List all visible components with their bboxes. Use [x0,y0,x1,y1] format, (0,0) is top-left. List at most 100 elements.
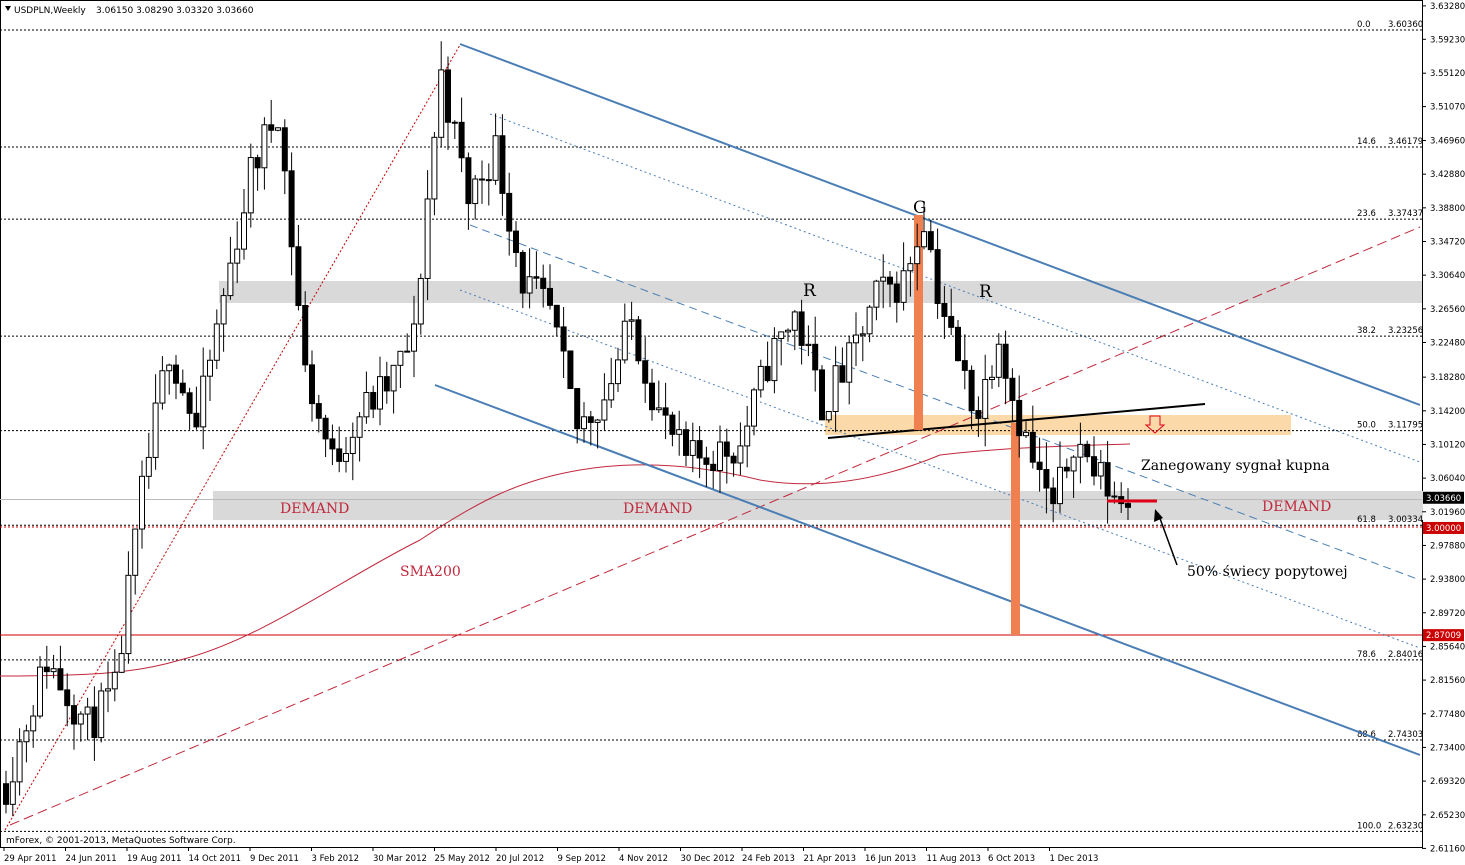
candle-body [1036,461,1043,471]
channel-mid-upper [489,113,1421,463]
demand-label-1: DEMAND [280,501,349,517]
x-tick-label: 9 Sep 2012 [558,854,606,864]
channel-mid-lower [459,289,1421,649]
candle-body [927,231,934,251]
sma200-line [0,443,1131,677]
symbol-label: USDPLN,Weekly [14,6,86,16]
candle-body [479,178,485,181]
candle-body [574,388,581,430]
fibo-level-label: 38.2 [1357,326,1376,336]
y-tick-label: 2.65230 [1430,811,1465,821]
candle-body [812,343,819,371]
candle-body [934,249,941,304]
candle-body [751,389,757,427]
candle-body [288,170,295,248]
price-marker-label: 3.00000 [1426,524,1461,534]
candle-body [200,375,207,428]
candle-body [717,441,723,471]
y-tick-label: 3.42880 [1430,170,1465,180]
candle-body [635,319,642,362]
candle-body [805,343,812,346]
long-trend-line [9,226,1421,826]
candle-body [302,304,309,366]
x-tick-label: 11 Aug 2013 [927,854,981,864]
demand-zone [213,491,1423,520]
candle-body [982,378,989,419]
candle-body [846,342,853,383]
candle-body [397,350,404,366]
candle-body [84,706,91,715]
candle-body [411,323,417,352]
candle-body [601,399,608,421]
fibo-price-label: 3.46179 [1388,137,1423,147]
y-tick-label: 3.14200 [1430,407,1465,417]
candle-body [1023,431,1029,437]
y-tick-label: 3.51070 [1430,103,1465,113]
candle-body [1016,399,1023,437]
candle-body [655,407,662,411]
fibo-level-label: 50.0 [1357,421,1376,431]
fibo-level-label: 61.8 [1357,515,1376,525]
candle-body [553,304,560,328]
x-tick-label: 4 Nov 2012 [619,854,668,864]
candle-body [696,440,703,459]
y-tick-label: 3.01960 [1430,508,1465,518]
candle-body [669,414,676,435]
candle-body [77,713,84,725]
candle-body [1002,343,1009,379]
candle-body [261,124,268,169]
candle-body [404,350,411,353]
channel-bottom [434,384,1421,756]
candle-body [431,136,438,200]
candle-body [465,157,472,205]
candle-body [1043,469,1050,489]
candle-body [91,706,98,739]
candle-body [1070,456,1077,472]
x-tick-label: 24 Feb 2013 [742,854,795,864]
candle-body [438,69,445,138]
price-marker-label: 2.87009 [1426,631,1461,641]
fibo-level-label: 23.6 [1357,209,1376,219]
y-tick-label: 2.97880 [1430,541,1465,551]
y-tick-label: 3.46960 [1430,137,1465,147]
candle-body [111,671,118,690]
candle-body [587,416,594,423]
candle-body [268,124,275,131]
candle-body [424,198,431,279]
candle-body [859,333,866,336]
x-tick-label: 29 Apr 2011 [4,854,57,864]
y-tick-label: 3.59230 [1430,35,1465,45]
candle-body [166,364,173,372]
y-tick-label: 2.69320 [1430,777,1465,787]
price-marker-box [1423,629,1464,642]
down-arrow-icon [1144,415,1166,434]
price-marker-label: 3.03660 [1426,494,1461,504]
candle-body [757,365,764,391]
candle-body [50,668,57,673]
y-tick-label: 2.93800 [1430,575,1465,585]
y-axis: 3.63280 3.59230 3.55120 3.51070 3.46960 3.428… [1422,2,1465,854]
candle-body [30,715,37,732]
candle-body [3,783,9,805]
candle-body [64,689,71,707]
candle-body [533,276,540,279]
candle-body [880,276,887,282]
fibo-price-label: 2.84016 [1388,650,1423,660]
candle-body [125,574,132,655]
fibo-price-label: 2.74303 [1388,730,1423,740]
candle-body [900,270,907,303]
candle-body [152,402,159,458]
candle-body [43,666,50,673]
channel-mid [469,224,1421,581]
candle-body [819,369,825,421]
fibo-level-label: 0.0 [1357,20,1371,30]
candle-body [451,121,458,124]
candle-body [186,392,193,414]
candle-body [914,246,921,265]
y-tick-label: 2.73400 [1430,743,1465,753]
candle-body [771,337,778,382]
candle-body [213,323,220,361]
x-tick-label: 21 Apr 2013 [804,854,857,864]
candle-body [295,246,302,306]
